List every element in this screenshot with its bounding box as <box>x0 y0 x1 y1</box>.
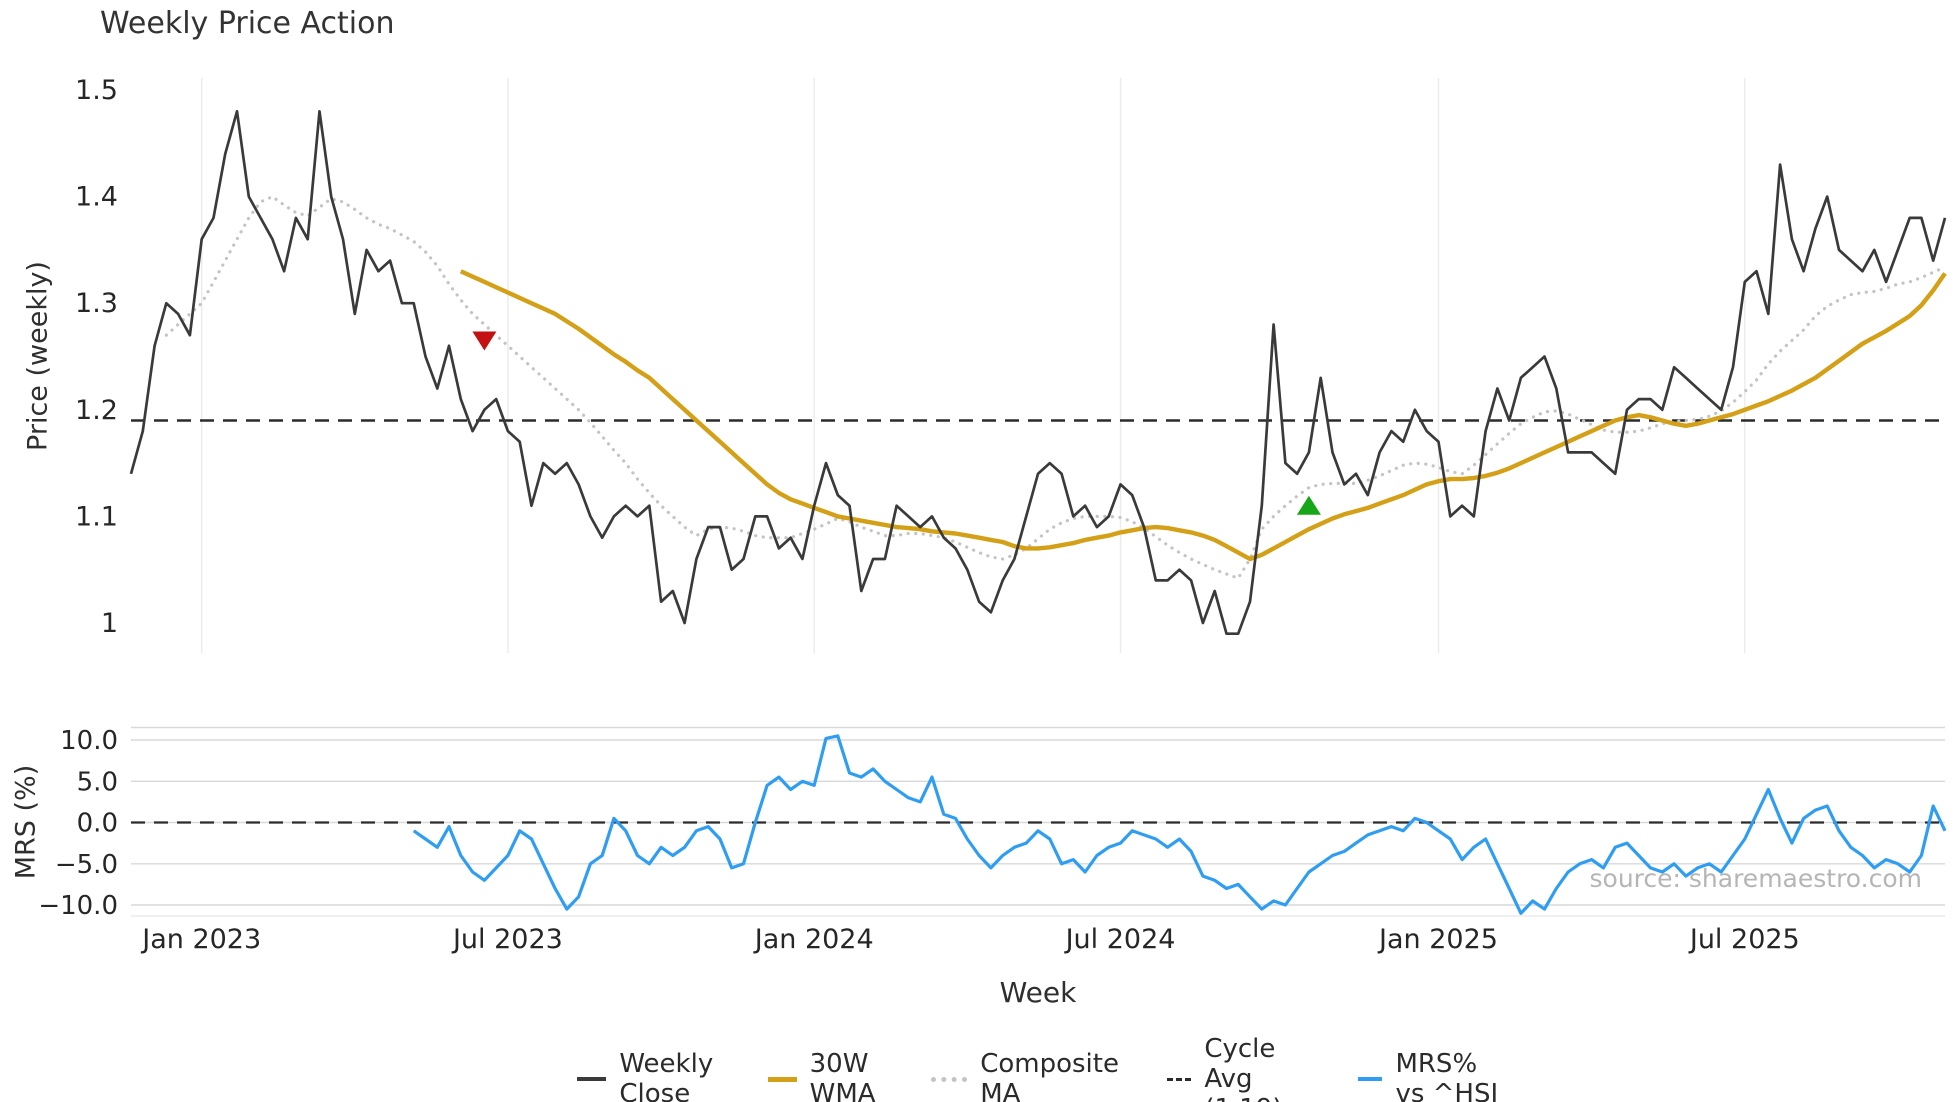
mrs-panel-chart: 10.0 5.0 0.0 −5.0 −10.0 Jan 2023 Jul 2023 Jan 2… <box>38 726 1947 955</box>
x-tick-label: Jul 2024 <box>1064 924 1176 955</box>
legend-item-30w-wma: 30W WMA <box>767 1049 893 1102</box>
legend-label: Weekly Close <box>619 1049 714 1102</box>
weekly-close-legend-swatch <box>577 1077 607 1081</box>
x-tick-label: Jan 2025 <box>1377 924 1498 955</box>
legend-label: MRS% vs ^HSI <box>1395 1049 1499 1102</box>
30w-wma-legend-swatch <box>767 1076 797 1082</box>
legend-item-composite-ma: Composite MA <box>930 1049 1129 1102</box>
chart-title: Weekly Price Action <box>100 6 395 41</box>
price-ytick-label: 1.4 <box>75 182 118 213</box>
x-tick-label: Jul 2025 <box>1688 924 1800 955</box>
legend-item-cycle-avg-1-19: Cycle Avg (1.19) <box>1166 1034 1320 1102</box>
mrs-ytick-label: −5.0 <box>55 850 118 880</box>
legend: Weekly Close 30W WMA Composite MA Cycle Avg… <box>577 1034 1499 1102</box>
series-composite-ma <box>164 195 1947 580</box>
x-tick-label: Jan 2023 <box>140 924 261 955</box>
mrs-vs-hsi-legend-swatch <box>1357 1077 1383 1081</box>
x-axis-label: Week <box>999 976 1077 1009</box>
price-ytick-label: 1.2 <box>75 395 118 426</box>
mrs-ytick-label: 5.0 <box>77 767 118 797</box>
price-ytick-label: 1.1 <box>75 501 118 532</box>
price-panel-chart: 1 1.1 1.2 1.3 1.4 1.5 <box>75 75 1947 653</box>
x-tick-label: Jul 2023 <box>451 924 563 955</box>
series-30w-wma <box>459 269 1947 562</box>
bullish-cross-marker <box>1296 495 1321 515</box>
cycle-avg-1-19-legend-swatch <box>1166 1077 1192 1081</box>
legend-item-mrs-vs-hsi: MRS% vs ^HSI <box>1357 1049 1499 1102</box>
bearish-cross-marker <box>472 331 497 351</box>
series-weekly-close <box>129 109 1947 636</box>
mrs-ytick-label: 10.0 <box>60 726 118 756</box>
series-mrs-vs-hsi <box>412 734 1947 915</box>
legend-label: 30W WMA <box>809 1049 876 1102</box>
legend-label: Composite MA <box>980 1049 1119 1102</box>
legend-item-weekly-close: Weekly Close <box>577 1049 730 1102</box>
price-ytick-label: 1.5 <box>75 75 118 106</box>
composite-ma-legend-swatch <box>930 1076 968 1082</box>
price-ytick-label: 1.3 <box>75 288 118 319</box>
source-watermark: source: sharemaestro.com <box>1589 864 1923 893</box>
x-tick-label: Jan 2024 <box>753 924 874 955</box>
legend-label: Cycle Avg (1.19) <box>1204 1034 1282 1102</box>
price-ytick-label: 1 <box>101 608 118 639</box>
mrs-ytick-label: 0.0 <box>77 809 118 839</box>
mrs-ytick-label: −10.0 <box>38 891 118 921</box>
